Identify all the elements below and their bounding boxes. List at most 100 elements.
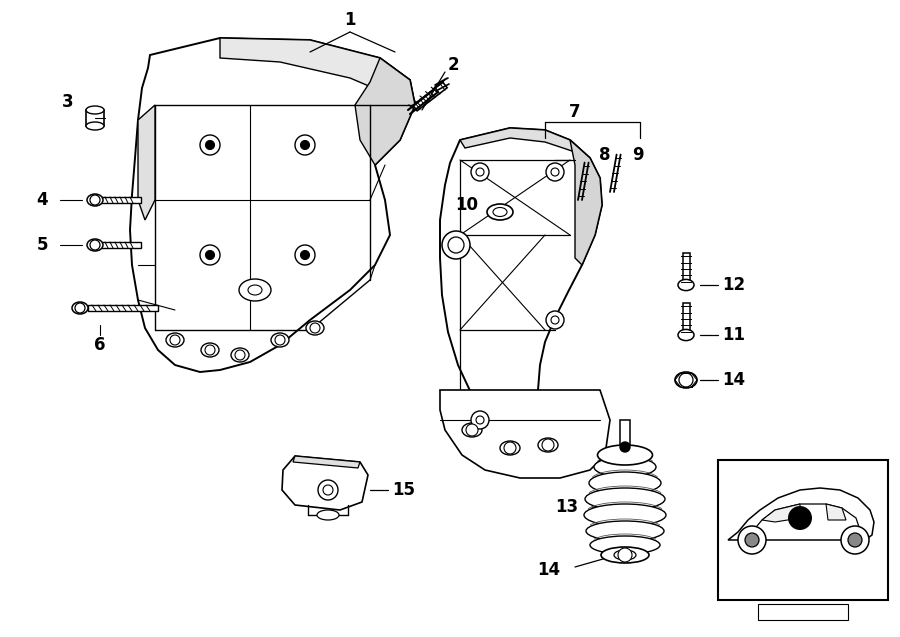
Polygon shape <box>138 105 155 220</box>
Ellipse shape <box>86 106 104 114</box>
Polygon shape <box>570 140 602 265</box>
Bar <box>718 460 888 600</box>
Ellipse shape <box>493 208 507 217</box>
Circle shape <box>90 195 100 205</box>
Ellipse shape <box>601 547 649 563</box>
Circle shape <box>551 316 559 324</box>
Ellipse shape <box>271 333 289 347</box>
Ellipse shape <box>487 204 513 220</box>
Text: 13: 13 <box>555 498 578 516</box>
Polygon shape <box>728 488 874 540</box>
Ellipse shape <box>87 239 103 251</box>
Ellipse shape <box>584 504 666 526</box>
Circle shape <box>295 245 315 265</box>
Ellipse shape <box>500 441 520 455</box>
Polygon shape <box>460 128 590 158</box>
Ellipse shape <box>462 423 482 437</box>
Text: 9: 9 <box>632 146 644 164</box>
Circle shape <box>745 533 759 547</box>
Circle shape <box>551 168 559 176</box>
Bar <box>758 604 848 620</box>
Ellipse shape <box>231 348 249 362</box>
Circle shape <box>841 526 869 554</box>
Ellipse shape <box>87 194 103 206</box>
Circle shape <box>738 526 766 554</box>
Text: 6: 6 <box>94 336 106 354</box>
Text: 00057862: 00057862 <box>771 606 835 619</box>
Circle shape <box>275 335 285 345</box>
Circle shape <box>205 345 215 355</box>
Circle shape <box>471 163 489 181</box>
Polygon shape <box>440 128 602 455</box>
Circle shape <box>90 240 100 250</box>
Circle shape <box>235 350 245 360</box>
Bar <box>620 420 630 460</box>
Circle shape <box>295 135 315 155</box>
Circle shape <box>442 231 470 259</box>
Circle shape <box>471 411 489 429</box>
Circle shape <box>200 245 220 265</box>
Polygon shape <box>682 303 689 335</box>
Polygon shape <box>762 504 800 522</box>
Circle shape <box>476 168 484 176</box>
Ellipse shape <box>585 488 665 510</box>
Circle shape <box>546 311 564 329</box>
Text: 8: 8 <box>599 146 611 164</box>
Circle shape <box>788 506 812 530</box>
Circle shape <box>848 533 862 547</box>
Circle shape <box>310 323 320 333</box>
Circle shape <box>301 141 310 150</box>
Polygon shape <box>826 504 846 520</box>
Ellipse shape <box>614 550 636 560</box>
Circle shape <box>542 439 554 451</box>
Ellipse shape <box>598 445 652 465</box>
Circle shape <box>504 442 516 454</box>
Polygon shape <box>440 390 610 478</box>
Ellipse shape <box>306 321 324 335</box>
Polygon shape <box>130 38 415 372</box>
Text: 5: 5 <box>37 236 48 254</box>
Polygon shape <box>101 242 141 248</box>
Polygon shape <box>293 456 360 468</box>
Circle shape <box>448 237 464 253</box>
Text: 1: 1 <box>345 11 356 29</box>
Circle shape <box>205 141 214 150</box>
Polygon shape <box>220 38 415 105</box>
Text: 4: 4 <box>36 191 48 209</box>
Circle shape <box>618 548 632 562</box>
Text: 15: 15 <box>392 481 415 499</box>
Polygon shape <box>682 253 689 285</box>
Circle shape <box>679 373 693 387</box>
Ellipse shape <box>317 510 339 520</box>
Ellipse shape <box>594 457 656 477</box>
Ellipse shape <box>678 280 694 290</box>
Polygon shape <box>88 305 158 311</box>
Text: 12: 12 <box>722 276 745 294</box>
Ellipse shape <box>538 438 558 452</box>
Ellipse shape <box>586 521 664 541</box>
Circle shape <box>476 416 484 424</box>
Ellipse shape <box>239 279 271 301</box>
Text: 10: 10 <box>455 196 478 214</box>
Circle shape <box>75 303 85 313</box>
Ellipse shape <box>201 343 219 357</box>
Text: 14: 14 <box>722 371 745 389</box>
Text: 2: 2 <box>448 56 460 74</box>
Circle shape <box>170 335 180 345</box>
Ellipse shape <box>590 536 660 554</box>
Polygon shape <box>282 456 368 510</box>
Circle shape <box>323 485 333 495</box>
Ellipse shape <box>678 329 694 341</box>
Circle shape <box>466 424 478 436</box>
Bar <box>86 110 104 126</box>
Ellipse shape <box>589 472 661 494</box>
Polygon shape <box>413 82 447 111</box>
Text: 14: 14 <box>537 561 560 579</box>
Text: 11: 11 <box>722 326 745 344</box>
Circle shape <box>318 480 338 500</box>
Circle shape <box>205 250 214 259</box>
Circle shape <box>546 163 564 181</box>
Polygon shape <box>752 504 860 532</box>
Polygon shape <box>355 58 415 165</box>
Text: 7: 7 <box>569 103 580 121</box>
